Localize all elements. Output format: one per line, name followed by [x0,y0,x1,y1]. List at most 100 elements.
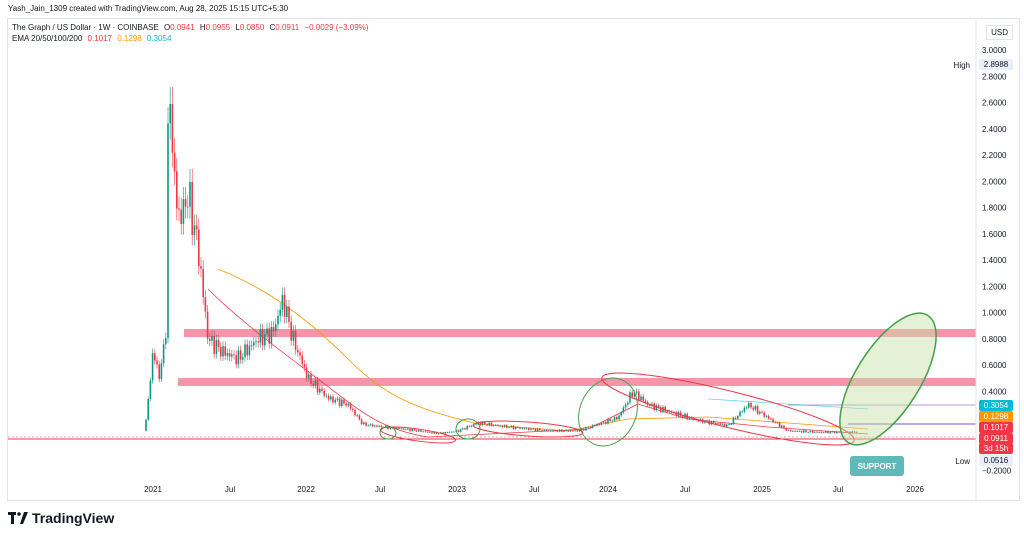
candle-body [226,353,229,356]
candle-body [492,424,495,426]
ohlc-close-label: C [269,23,276,32]
candle-body [349,403,352,409]
price-tick-label: −0.2000 [982,466,1012,475]
candle-body [415,430,418,432]
candle-body [827,431,829,434]
ohlc-open-value: 0.0941 [170,23,195,32]
candle-body [512,425,515,429]
candle-body [484,422,486,425]
candle-body [556,430,559,432]
candle-body [770,418,772,420]
candle-body [655,405,658,410]
price-tick-label: 0.6000 [982,361,1007,370]
price-tick-label: 2.6000 [982,99,1007,108]
candle-body [308,374,310,379]
candle-body [228,353,231,357]
candle-body [363,422,365,425]
candle-body [488,422,490,426]
candle-body [422,431,424,433]
tradingview-logo[interactable]: TradingView [8,510,114,526]
candle-body [767,415,770,419]
candle-body [807,432,809,433]
candle-body [594,425,596,426]
candle-body [550,430,552,432]
candle-body [774,421,776,423]
time-tick-label: 2023 [448,485,466,494]
candle-body [297,349,299,353]
candle-body [283,294,286,317]
candle-body [855,432,858,434]
ohlc-low-value: 0.0850 [239,23,265,32]
candle-body [776,422,779,424]
support-callout[interactable]: SUPPORT [850,456,904,476]
candle-body [745,407,748,409]
candle-body [213,335,215,355]
candle-body [750,402,752,408]
symbol-legend[interactable]: The Graph / US Dollar · 1W · COINBASE O0… [12,23,371,32]
resistance-zone-upper [184,329,976,337]
candle-body [160,363,163,380]
last-price-tag: 0.0911 [979,433,1013,444]
candle-body [697,419,699,422]
candle-body [627,402,629,405]
candle-body [803,430,805,433]
candle-body [530,428,532,430]
chart-canvas[interactable]: 3.0000 2.8000 2.6000 2.4000 2.2000 2.0000 1.80… [8,19,1019,500]
candle-body [525,428,528,429]
candle-body [332,396,334,403]
candle-body [519,427,521,429]
candle-body [580,428,583,431]
candle-body [635,391,638,393]
candle-body [796,430,798,432]
candle-body [706,420,708,422]
candle-body [169,103,171,124]
time-tick-label: 2022 [297,485,315,494]
candle-body [495,424,497,426]
candle-body [239,350,242,360]
candle-body [794,430,796,432]
candle-body [651,403,653,406]
candle-body [649,404,651,406]
candle-body [798,430,801,432]
price-tick-label: 1.8000 [982,204,1007,213]
candle-body [374,425,376,427]
candle-body [521,428,523,429]
candle-body [534,428,537,431]
price-tick-label: 1.6000 [982,230,1007,239]
candle-body [407,428,409,430]
time-tick-label: 2026 [906,485,924,494]
time-tick-label: Jul [225,485,235,494]
candle-body [462,428,464,430]
candle-body [162,344,165,364]
candle-body [198,229,200,266]
candle-body [640,396,642,401]
price-chart[interactable]: 3.0000 2.8000 2.6000 2.4000 2.2000 2.0000 1.80… [7,18,1020,501]
time-axis[interactable]: 2021 Jul 2022 Jul 2023 Jul 2024 Jul 2025 Jul 2026 [144,485,924,494]
candle-body [481,422,484,425]
candle-body [396,427,398,430]
candle-body [638,391,640,401]
candle-body [413,429,416,431]
candle-body [572,430,574,432]
candle-body [613,417,616,421]
candle-body [761,411,763,413]
candle-body [446,432,449,434]
candle-body [583,428,585,431]
candle-body [726,424,728,427]
ema-legend[interactable]: EMA 20/50/100/200 0.1017 0.1298 0.3054 [12,34,174,43]
candle-body [365,422,367,426]
candle-body [352,408,354,410]
candle-body [732,417,735,425]
candle-body [330,396,332,400]
candle-body [334,399,336,403]
candle-body [270,327,273,344]
candle-body [565,430,567,432]
time-tick-label: 2025 [753,485,771,494]
candle-body [354,409,356,416]
candle-body [789,430,792,432]
currency-button[interactable]: USD [986,25,1013,40]
candle-body [426,431,429,433]
candle-body [314,380,317,386]
price-tick-label: 2.4000 [982,125,1007,134]
candle-body [268,328,270,344]
